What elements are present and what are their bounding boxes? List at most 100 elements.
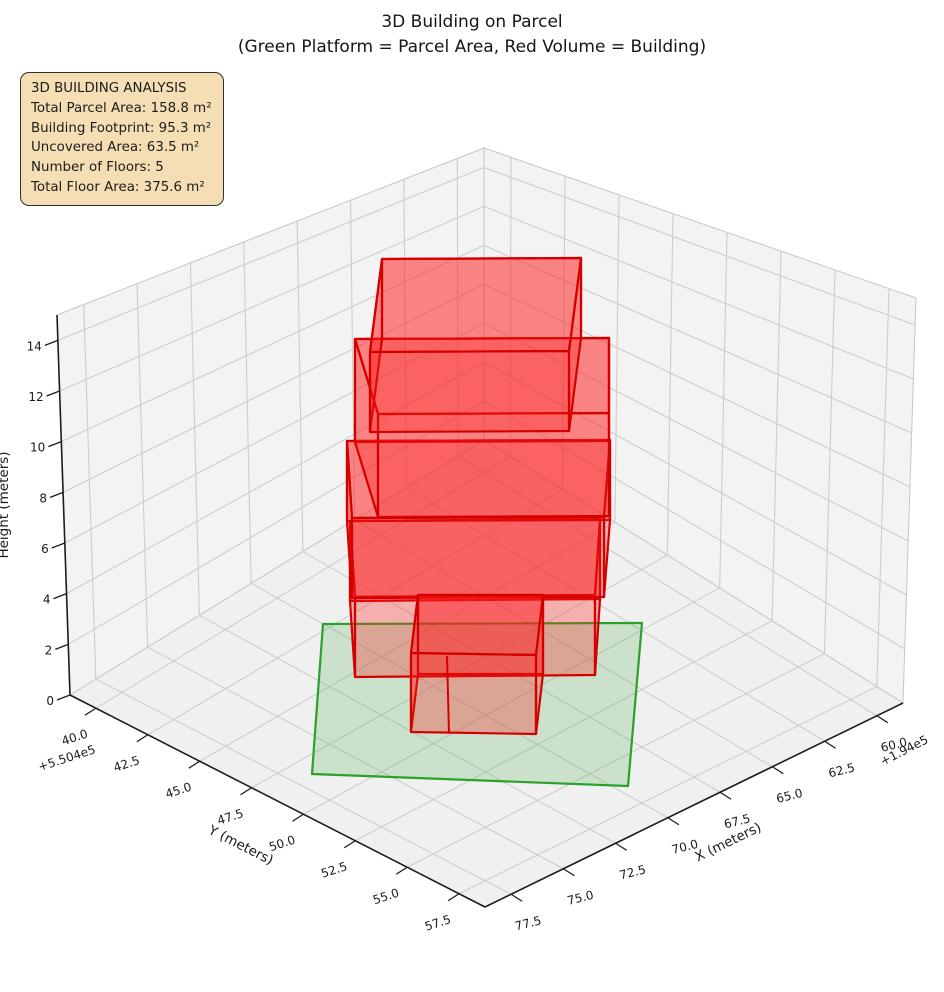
grid-line	[136, 283, 149, 648]
z-tick-label: 8	[39, 491, 47, 505]
z-tick-label: 0	[46, 694, 54, 708]
z-tick-mark	[56, 694, 71, 701]
grid-line	[251, 554, 668, 789]
z-tick-label: 6	[41, 542, 49, 556]
x-tick-label: 60.0	[879, 735, 908, 755]
analysis-info-box: 3D BUILDING ANALYSIS Total Parcel Area: …	[20, 72, 224, 206]
z-tick-label: 10	[30, 441, 45, 455]
floor-1-corner-edge	[446, 655, 450, 734]
x-tick-label: 75.0	[566, 888, 595, 908]
chart-title: 3D Building on Parcel	[381, 12, 563, 32]
grid-line	[350, 200, 356, 520]
grid-line	[189, 262, 200, 616]
grid-line	[483, 361, 907, 596]
grid-lines	[57, 157, 916, 895]
grid-line	[509, 157, 512, 457]
y-axis-title: Y (meters)	[205, 822, 276, 869]
grid-line	[62, 283, 485, 493]
x-tick-label: 67.5	[723, 811, 752, 831]
grid-line	[719, 232, 728, 588]
y-spine	[69, 694, 486, 908]
info-line-heading: 3D BUILDING ANALYSIS	[31, 81, 187, 96]
grid-line	[876, 288, 890, 687]
y-tick-label: 50.0	[267, 833, 297, 855]
axis-ticks: 0246810121440.042.545.047.550.052.555.05…	[27, 339, 909, 933]
info-line-uncovered: Uncovered Area: 63.5 m²	[31, 140, 200, 156]
y-tick-mark	[292, 813, 304, 822]
x-tick-mark	[824, 740, 836, 749]
z-tick-mark	[49, 491, 64, 498]
y-tick-mark	[395, 866, 408, 875]
grid-line	[147, 646, 564, 870]
grid-line	[57, 166, 485, 341]
x-tick-mark	[772, 766, 784, 775]
y-tick-mark	[447, 893, 460, 902]
y-tick-label: 55.0	[371, 886, 401, 908]
z-tick-label: 2	[45, 643, 53, 657]
chart-subtitle: (Green Platform = Parcel Area, Red Volum…	[237, 36, 707, 57]
grid-line	[296, 221, 304, 552]
info-line-floor-area: Total Floor Area: 375.6 m²	[31, 180, 205, 196]
grid-line	[61, 244, 485, 443]
grid-line	[199, 614, 616, 844]
grid-line	[666, 213, 674, 556]
x-tick-label: 70.0	[670, 837, 699, 857]
grid-line	[354, 519, 773, 768]
grid-line	[243, 241, 252, 584]
floor-3-front-right-wall	[350, 515, 606, 600]
info-line-footprint: Building Footprint: 95.3 m²	[31, 120, 212, 136]
grid-line	[457, 455, 878, 717]
y-tick-mark	[84, 707, 97, 716]
z-tick-mark	[48, 441, 62, 448]
y-tick-mark	[136, 734, 149, 743]
floor-1-front-right-wall	[409, 651, 538, 736]
z-spine	[56, 314, 71, 696]
grid-line	[95, 455, 511, 709]
x-tick-label: 72.5	[618, 862, 647, 882]
grid-line	[59, 205, 485, 392]
x-tick-mark	[510, 893, 523, 902]
x-tick-label: 62.5	[827, 760, 856, 780]
x-tick-mark	[563, 868, 575, 877]
z-tick-mark	[51, 542, 66, 549]
x-spine	[484, 702, 904, 908]
axis-spines	[56, 314, 904, 908]
grid-line	[355, 620, 773, 842]
grid-line	[614, 194, 620, 523]
z-tick-label: 14	[27, 339, 42, 353]
info-line-floors: Number of Floors: 5	[31, 160, 164, 176]
parcel-platform	[310, 621, 644, 788]
x-tick-mark	[876, 715, 889, 724]
grid-line	[403, 179, 407, 488]
grid-line	[483, 439, 904, 704]
x-tick-label: 77.5	[514, 913, 543, 933]
info-line-parcel-area: Total Parcel Area: 158.8 m²	[31, 100, 212, 116]
grid-line	[302, 551, 721, 793]
y-tick-mark	[188, 760, 201, 769]
y-tick-mark	[343, 840, 356, 849]
grid-line	[483, 166, 916, 326]
grid-line	[64, 322, 485, 544]
grid-line	[250, 582, 669, 819]
z-tick-mark	[44, 339, 59, 346]
grid-line	[458, 686, 878, 895]
z-axis-title: Height (meters)	[0, 451, 12, 558]
floor-4-front-right-wall	[376, 411, 611, 519]
z-tick-mark	[46, 390, 60, 397]
floor-5-front-right-wall	[368, 349, 571, 434]
grid-line	[95, 678, 512, 895]
grid-line	[83, 304, 97, 680]
z-tick-label: 12	[28, 390, 43, 404]
x-tick-mark	[719, 791, 732, 800]
grid-line	[483, 283, 911, 488]
x-tick-mark	[615, 842, 627, 851]
grid-line	[483, 322, 909, 542]
y-tick-label: 47.5	[215, 806, 245, 828]
y-tick-mark	[240, 787, 252, 796]
grid-line	[483, 244, 912, 434]
grid-line	[456, 158, 459, 456]
grid-line	[483, 400, 906, 650]
grid-line	[771, 251, 782, 621]
